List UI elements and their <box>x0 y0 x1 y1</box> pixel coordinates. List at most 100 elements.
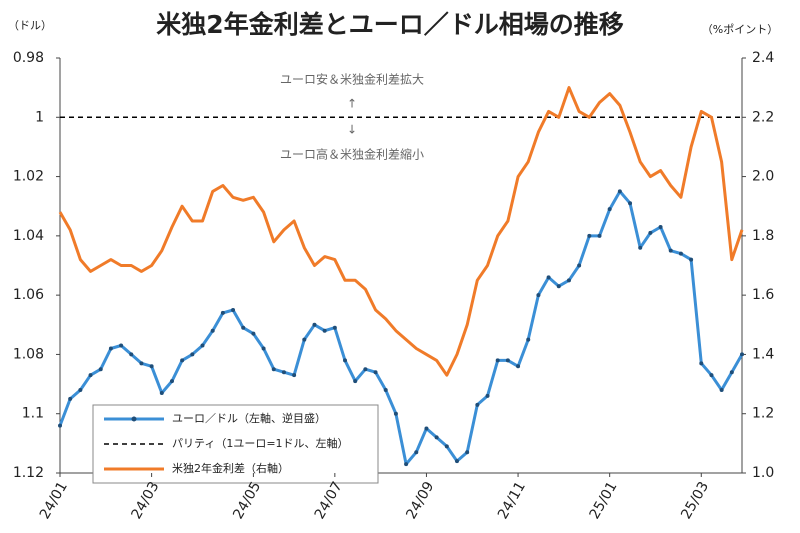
y-tick-label: 1.1 <box>22 406 44 422</box>
point <box>607 207 612 212</box>
legend-label: 米独2年金利差（右軸） <box>172 461 289 475</box>
point <box>393 411 398 416</box>
series-line <box>58 86 744 377</box>
y-tick-label: 0.98 <box>13 50 44 66</box>
point <box>241 325 246 330</box>
point <box>68 396 73 401</box>
point <box>485 393 490 398</box>
y2-tick-label: 1.2 <box>752 406 774 422</box>
y2-tick-label: 2.4 <box>752 50 774 66</box>
series-line <box>58 189 744 466</box>
point <box>454 459 459 464</box>
y-tick-label: 1.02 <box>13 169 44 185</box>
point <box>261 346 266 351</box>
point <box>353 379 358 384</box>
point <box>58 423 62 428</box>
point <box>566 278 571 283</box>
point <box>119 343 124 348</box>
point <box>322 328 327 333</box>
point <box>78 388 83 392</box>
legend-label: ユーロ／ドル（左軸、逆目盛） <box>172 411 326 425</box>
point <box>495 358 500 363</box>
point <box>546 275 551 280</box>
point <box>638 245 643 250</box>
point <box>658 224 663 229</box>
point <box>617 189 622 194</box>
point <box>108 346 113 351</box>
point <box>200 343 205 348</box>
point <box>709 373 714 378</box>
point <box>220 310 225 315</box>
point <box>231 307 236 312</box>
point <box>383 388 388 392</box>
point <box>516 364 521 369</box>
point <box>343 358 348 363</box>
point <box>740 352 744 357</box>
point <box>719 388 724 392</box>
point <box>210 328 215 333</box>
y-tick-label: 1.04 <box>13 228 44 244</box>
point <box>678 251 683 256</box>
point <box>505 358 510 363</box>
point <box>180 358 185 363</box>
point <box>414 450 419 455</box>
point <box>88 373 93 378</box>
y-tick-label: 1.06 <box>13 287 44 303</box>
point <box>190 352 195 357</box>
point <box>98 367 103 372</box>
point <box>281 370 286 375</box>
point <box>149 364 154 369</box>
point <box>577 263 582 268</box>
point <box>404 462 409 467</box>
point <box>312 322 317 327</box>
x-tick-label: 24/11 <box>495 479 529 522</box>
point <box>668 248 673 253</box>
point <box>597 233 602 238</box>
point <box>292 373 297 378</box>
annotation: ユーロ安＆米独金利差拡大 <box>280 72 424 87</box>
arrow-up: ↑ <box>347 97 357 111</box>
x-tick-label: 24/07 <box>312 479 346 522</box>
point <box>159 390 164 395</box>
y2-axis-label: （%ポイント） <box>702 23 778 36</box>
point <box>251 331 256 336</box>
point <box>648 230 653 235</box>
point <box>169 379 174 384</box>
y-tick-label: 1.08 <box>13 346 44 362</box>
y-tick-label: 1 <box>35 109 44 125</box>
point <box>465 450 470 455</box>
x-tick-label: 24/03 <box>129 479 163 522</box>
point <box>587 233 592 238</box>
y2-tick-label: 1.6 <box>752 287 774 303</box>
y2-tick-label: 1.4 <box>752 346 774 362</box>
legend-label: パリティ（1ユーロ=1ドル、左軸） <box>172 436 349 450</box>
y2-tick-label: 2.0 <box>752 169 774 185</box>
point <box>139 361 144 366</box>
x-tick-label: 25/03 <box>678 479 712 522</box>
arrow-down: ↓ <box>347 123 357 137</box>
point <box>689 257 694 262</box>
y-tick-label: 1.12 <box>13 465 44 481</box>
legend-marker <box>131 416 137 422</box>
x-tick-label: 24/09 <box>403 479 437 522</box>
point <box>363 367 368 372</box>
point <box>424 426 429 431</box>
point <box>129 352 134 357</box>
chart-title: 米独2年金利差とユーロ／ドル相場の推移 <box>156 10 623 39</box>
point <box>271 367 276 372</box>
x-tick-label: 24/05 <box>230 479 264 522</box>
point <box>475 402 480 407</box>
y-axis-label: （ドル） <box>8 19 52 32</box>
x-tick-label: 25/01 <box>587 479 621 522</box>
point <box>434 435 439 440</box>
point <box>536 293 541 298</box>
point <box>302 337 307 342</box>
y2-tick-label: 1.0 <box>752 465 774 481</box>
point <box>729 370 734 375</box>
point <box>526 337 531 342</box>
y2-tick-label: 2.2 <box>752 109 774 125</box>
y2-tick-label: 1.8 <box>752 228 774 244</box>
point <box>628 201 633 206</box>
point <box>373 370 378 375</box>
